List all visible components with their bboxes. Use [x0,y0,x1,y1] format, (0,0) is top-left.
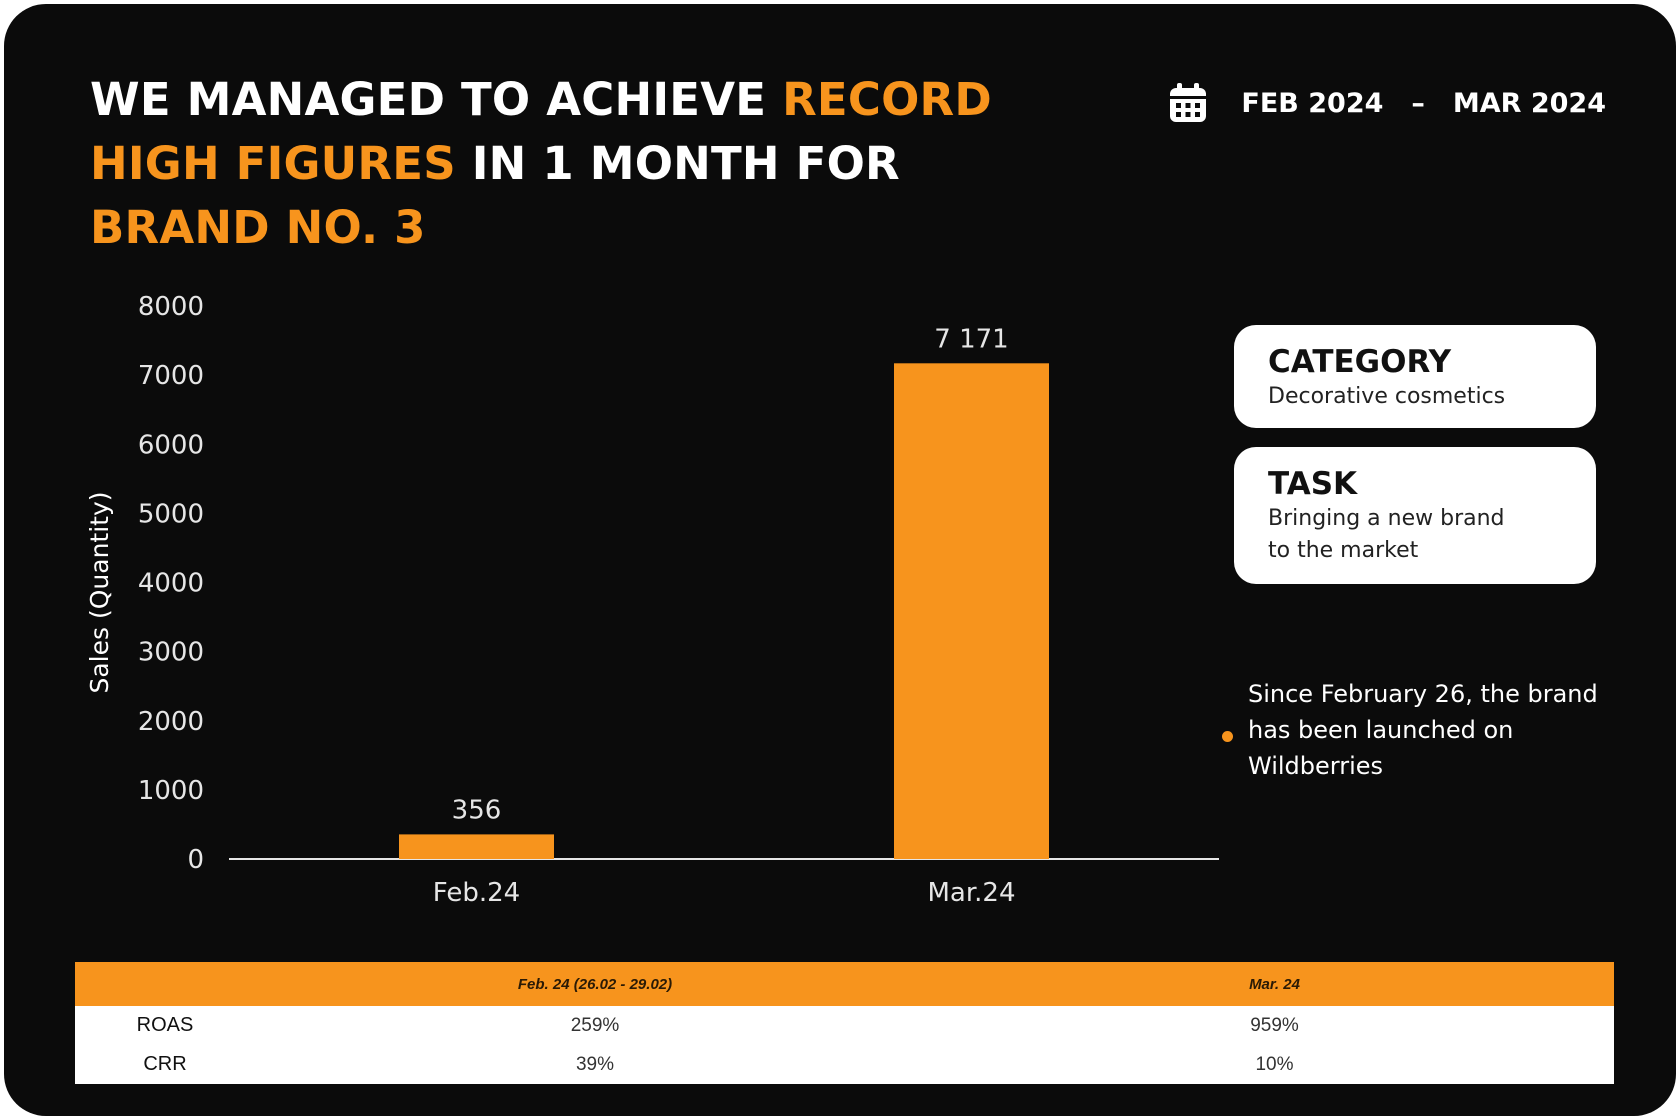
table-row: ROAS 259% 959% [75,1006,1614,1045]
table-cell: 39% [255,1045,935,1084]
period-end: MAR 2024 [1452,87,1606,119]
period-separator: – [1411,87,1425,119]
table-row: CRR 39% 10% [75,1045,1614,1084]
calendar-icon [1170,83,1207,122]
headline-part-2: IN 1 MONTH FOR [455,137,900,190]
table-cell: 959% [935,1006,1614,1045]
y-axis-title: Sales (Quantity) [85,491,114,693]
y-tick-label: 0 [187,845,204,875]
y-tick-label: 4000 [138,569,204,599]
x-tick-label: Mar.24 [927,878,1015,908]
task-text: Bringing a new brand to the market [1268,506,1505,563]
row-label: CRR [75,1045,255,1084]
y-tick-label: 2000 [138,707,204,737]
y-tick-label: 7000 [138,361,204,391]
category-title: CATEGORY [1268,344,1452,380]
launch-note: Since February 26, the brand has been la… [1222,676,1622,784]
category-text: Decorative cosmetics [1268,384,1506,409]
task-card: TASK Bringing a new brand to the market [1234,447,1596,584]
category-card: CATEGORY Decorative cosmetics [1234,325,1596,428]
task-title: TASK [1268,466,1358,502]
table-header-row: Feb. 24 (26.02 - 29.02) Mar. 24 [75,962,1614,1006]
y-tick-label: 3000 [138,638,204,668]
slide-card: WE MANAGED TO ACHIEVE RECORD HIGH FIGURE… [4,4,1676,1116]
row-label: ROAS [75,1006,255,1045]
bar [399,834,554,859]
y-tick-label: 1000 [138,776,204,806]
x-tick-label: Feb.24 [433,878,520,908]
metrics-table: Feb. 24 (26.02 - 29.02) Mar. 24 ROAS 259… [75,962,1614,1084]
data-label: 7 171 [934,324,1008,354]
headline-highlight-2: BRAND NO. 3 [90,201,426,254]
headline: WE MANAGED TO ACHIEVE RECORD HIGH FIGURE… [90,68,1090,260]
table-header-cell: Mar. 24 [935,962,1614,1006]
y-tick-label: 5000 [138,499,204,529]
headline-part-1: WE MANAGED TO ACHIEVE [90,73,783,126]
sales-bar-chart: 0 1000 2000 3000 4000 5000 6000 7000 8000 Sales (… [85,292,1219,908]
y-tick-label: 8000 [138,292,204,322]
bullet-dot [1222,731,1233,742]
launch-note-text: Since February 26, the brand has been la… [1248,680,1598,780]
y-tick-label: 6000 [138,430,204,460]
data-label: 356 [452,795,502,825]
bar [894,363,1049,859]
table-header-cell [75,962,255,1006]
table-cell: 10% [935,1045,1614,1084]
headline-highlight-1: RECORD HIGH FIGURES [90,73,992,190]
period-range: FEB 2024 – MAR 2024 [1169,78,1606,128]
period-start: FEB 2024 [1241,87,1384,119]
table-cell: 259% [255,1006,935,1045]
table-header-cell: Feb. 24 (26.02 - 29.02) [255,962,935,1006]
